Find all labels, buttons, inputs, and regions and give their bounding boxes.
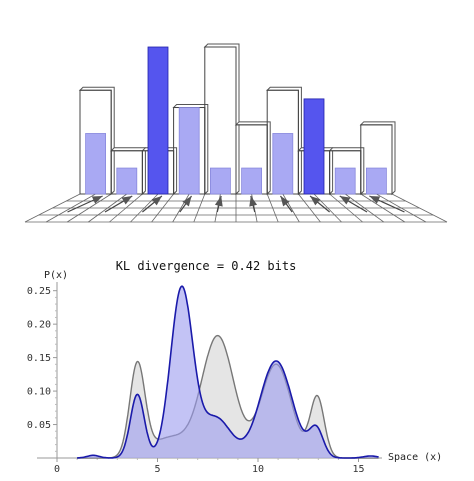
filled-bar [241, 167, 263, 195]
y-axis-label: P(x) [44, 270, 68, 281]
filled-bar [116, 167, 138, 195]
grid-line [193, 193, 206, 223]
grid-line [24, 193, 81, 223]
arrow-head [369, 196, 381, 204]
arrow-head [249, 196, 258, 207]
model-series [77, 285, 379, 459]
series-line [77, 285, 379, 459]
grid-line [298, 193, 321, 223]
y-tick-label: 0.05 [27, 420, 51, 431]
arrow-head [91, 196, 103, 204]
grid-line [376, 193, 427, 223]
grid-line [66, 193, 112, 223]
arrow-head [310, 196, 321, 206]
y-tick-label: 0.20 [27, 320, 51, 331]
arrows [67, 195, 405, 213]
reference-series [77, 334, 379, 459]
grid-line [109, 193, 143, 223]
x-tick-label: 10 [252, 464, 264, 475]
grid-line [130, 193, 159, 223]
series-line [77, 334, 379, 459]
grid-line [151, 193, 174, 223]
filled-bar [303, 98, 325, 195]
filled-bar [365, 167, 387, 195]
filled-bar [334, 167, 356, 195]
grid-line [266, 193, 279, 223]
arrow-head [182, 196, 192, 207]
filled-bars [85, 46, 387, 195]
grid-line [88, 193, 128, 223]
y-tick-label: 0.15 [27, 353, 51, 364]
filled-bar [147, 46, 169, 195]
y-tick-label: 0.25 [27, 286, 51, 297]
filled-bar [272, 133, 294, 195]
grid-line [45, 193, 96, 223]
grid-line [313, 193, 342, 223]
grid-line [360, 193, 406, 223]
arrow-head [151, 196, 162, 206]
x-tick-label: 15 [352, 464, 364, 475]
filled-bar [85, 133, 106, 195]
grid-line [282, 193, 300, 223]
x-axis-label: Space (x) [388, 452, 442, 463]
grid-line [172, 193, 190, 223]
y-tick-label: 0.10 [27, 387, 51, 398]
filled-bar [178, 107, 200, 195]
histogram-3d-chart [24, 43, 448, 223]
arrow-head [121, 196, 133, 205]
arrow-head [280, 196, 290, 207]
grid-line [391, 193, 448, 223]
arrow-head [339, 196, 351, 205]
grid-line [344, 193, 384, 223]
series-area [77, 335, 379, 458]
x-tick-label: 0 [54, 464, 60, 475]
grid-line [329, 193, 363, 223]
chart-title: KL divergence = 0.42 bits [116, 259, 297, 273]
x-tick-label: 5 [154, 464, 160, 475]
filled-bar [209, 167, 231, 195]
axes: 0.05 0.10 0.15 0.20 0.25 0 5 10 15 [27, 282, 382, 475]
arrow-head [214, 196, 223, 207]
